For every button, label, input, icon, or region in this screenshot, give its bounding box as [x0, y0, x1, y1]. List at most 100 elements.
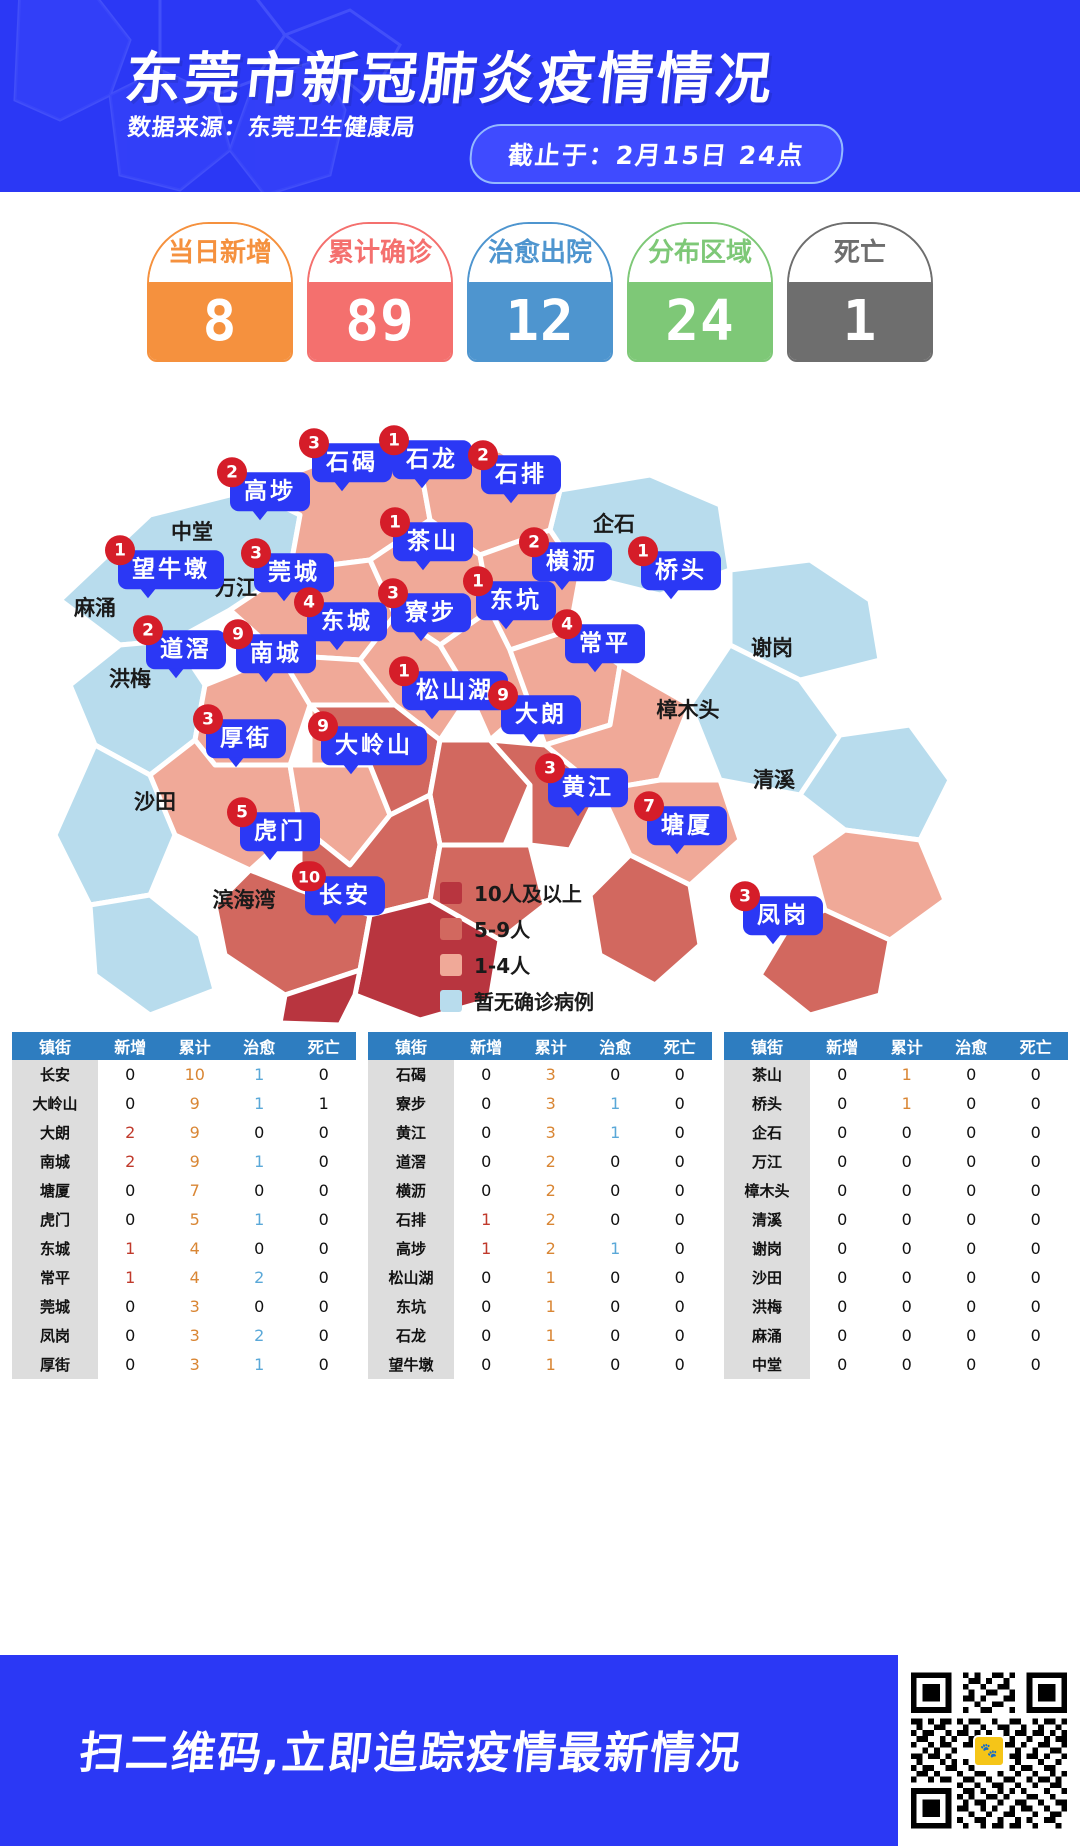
cell-town-name: 黄江 [368, 1118, 454, 1147]
table-row: 南城 2 9 1 0 [12, 1147, 356, 1176]
cell-town-name: 东城 [12, 1234, 98, 1263]
map-town-label: 石碣 [312, 443, 392, 493]
map-town-count-badge: 3 [730, 881, 760, 912]
cell-new: 0 [98, 1350, 163, 1379]
map-town-marker[interactable]: 厚街 3 [193, 704, 286, 769]
cell-cured: 0 [939, 1234, 1004, 1263]
cell-cured: 0 [583, 1147, 648, 1176]
table-row: 黄江 0 3 1 0 [368, 1118, 712, 1147]
cell-town-name: 樟木头 [724, 1176, 810, 1205]
cell-cured: 0 [939, 1176, 1004, 1205]
map-town-marker[interactable]: 高埗 2 [217, 457, 310, 522]
table-header-cell: 治愈 [227, 1032, 292, 1060]
map-town-marker[interactable]: 东坑 1 [463, 566, 556, 631]
cell-town-name: 大朗 [12, 1118, 98, 1147]
cell-dead: 0 [647, 1205, 712, 1234]
cell-new: 0 [454, 1060, 519, 1089]
footer-cta-text: 扫二维码,立即追踪疫情最新情况 [76, 1728, 745, 1779]
cell-town-name: 沙田 [724, 1263, 810, 1292]
cell-cured: 1 [583, 1234, 648, 1263]
cell-new: 0 [810, 1089, 875, 1118]
cell-dead: 0 [1003, 1205, 1068, 1234]
legend-item-4: 暂无确诊病例 [440, 986, 660, 1015]
table-row: 大朗 2 9 0 0 [12, 1118, 356, 1147]
cell-new: 0 [454, 1350, 519, 1379]
cell-dead: 0 [1003, 1147, 1068, 1176]
table-row: 洪梅 0 0 0 0 [724, 1292, 1068, 1321]
map-town-marker[interactable]: 虎门 5 [227, 797, 320, 862]
cell-cured: 1 [227, 1089, 292, 1118]
map-town-marker[interactable]: 常平 4 [552, 609, 645, 674]
cell-town-name: 莞城 [12, 1292, 98, 1321]
cell-total: 3 [518, 1060, 583, 1089]
map-town-marker[interactable]: 桥头 1 [628, 536, 721, 601]
stat-card-4: 分布区域 24 [627, 222, 773, 362]
cell-dead: 0 [647, 1234, 712, 1263]
legend-label: 1-4人 [474, 954, 531, 978]
map-town-marker[interactable]: 莞城 3 [241, 538, 334, 603]
cell-total: 1 [518, 1321, 583, 1350]
cell-dead: 0 [291, 1118, 356, 1147]
map-town-marker[interactable]: 石排 2 [468, 440, 561, 505]
map-town-marker[interactable]: 石碣 3 [299, 428, 392, 493]
cell-town-name: 松山湖 [368, 1263, 454, 1292]
cell-new: 0 [98, 1089, 163, 1118]
cell-total: 1 [874, 1089, 939, 1118]
map-area-label: 滨海湾 [212, 888, 276, 912]
stat-card-value: 8 [149, 282, 291, 360]
stat-card-label: 分布区域 [629, 224, 771, 282]
cell-dead: 0 [647, 1060, 712, 1089]
table-header-cell: 镇街 [368, 1032, 454, 1060]
stat-card-value: 1 [789, 282, 931, 360]
cell-cured: 0 [227, 1118, 292, 1147]
table-row: 莞城 0 3 0 0 [12, 1292, 356, 1321]
map-town-marker[interactable]: 道滘 2 [133, 615, 226, 680]
header-background-map [13, 0, 402, 192]
map-town-label: 望牛墩 [118, 550, 224, 600]
map-town-marker[interactable]: 大岭山 9 [308, 711, 427, 776]
map-town-marker[interactable]: 南城 9 [223, 619, 316, 684]
map-town-marker[interactable]: 凤岗 3 [730, 881, 823, 946]
map-town-count-badge: 9 [488, 680, 518, 711]
table-row: 麻涌 0 0 0 0 [724, 1321, 1068, 1350]
qr-center-logo: 🐾 [973, 1734, 1005, 1767]
map-town-marker[interactable]: 塘厦 7 [634, 791, 727, 856]
map-town-marker[interactable]: 石龙 1 [379, 425, 472, 490]
map-town-marker[interactable]: 长安 10 [292, 861, 385, 926]
cell-dead: 0 [291, 1176, 356, 1205]
cell-total: 1 [518, 1292, 583, 1321]
map-town-count-badge: 2 [519, 527, 549, 558]
map-town-marker[interactable]: 寮步 3 [378, 578, 471, 643]
cell-new: 0 [98, 1176, 163, 1205]
cell-cured: 0 [583, 1176, 648, 1205]
cell-cured: 0 [227, 1234, 292, 1263]
cell-cured: 1 [583, 1089, 648, 1118]
table-header-row: 镇街 新增 累计 治愈 死亡 [12, 1032, 356, 1060]
cell-cured: 1 [227, 1147, 292, 1176]
map-town-marker[interactable]: 大朗 9 [488, 680, 581, 745]
qr-code[interactable]: 🐾 [905, 1663, 1073, 1838]
cell-dead: 0 [1003, 1060, 1068, 1089]
cell-cured: 0 [583, 1205, 648, 1234]
map-town-marker[interactable]: 东城 4 [294, 587, 387, 652]
cell-cured: 1 [583, 1118, 648, 1147]
cell-total: 3 [162, 1350, 227, 1379]
map-town-label: 南城 [236, 634, 316, 684]
cell-town-name: 桥头 [724, 1089, 810, 1118]
map-town-marker[interactable]: 茶山 1 [380, 507, 473, 572]
cell-total: 2 [518, 1176, 583, 1205]
cell-new: 1 [98, 1234, 163, 1263]
map-town-count-badge: 2 [133, 615, 163, 646]
cell-dead: 0 [291, 1205, 356, 1234]
cell-total: 3 [162, 1321, 227, 1350]
cell-cured: 2 [227, 1263, 292, 1292]
map-town-marker[interactable]: 黄江 3 [535, 753, 628, 818]
cell-town-name: 寮步 [368, 1089, 454, 1118]
footer-band: 扫二维码,立即追踪疫情最新情况 [0, 1655, 898, 1846]
map-area-label: 谢岗 [751, 636, 793, 660]
cell-town-name: 大岭山 [12, 1089, 98, 1118]
cell-new: 0 [810, 1263, 875, 1292]
cell-town-name: 高埗 [368, 1234, 454, 1263]
map-town-marker[interactable]: 横沥 2 [519, 527, 612, 592]
map-town-marker[interactable]: 望牛墩 1 [105, 535, 224, 600]
